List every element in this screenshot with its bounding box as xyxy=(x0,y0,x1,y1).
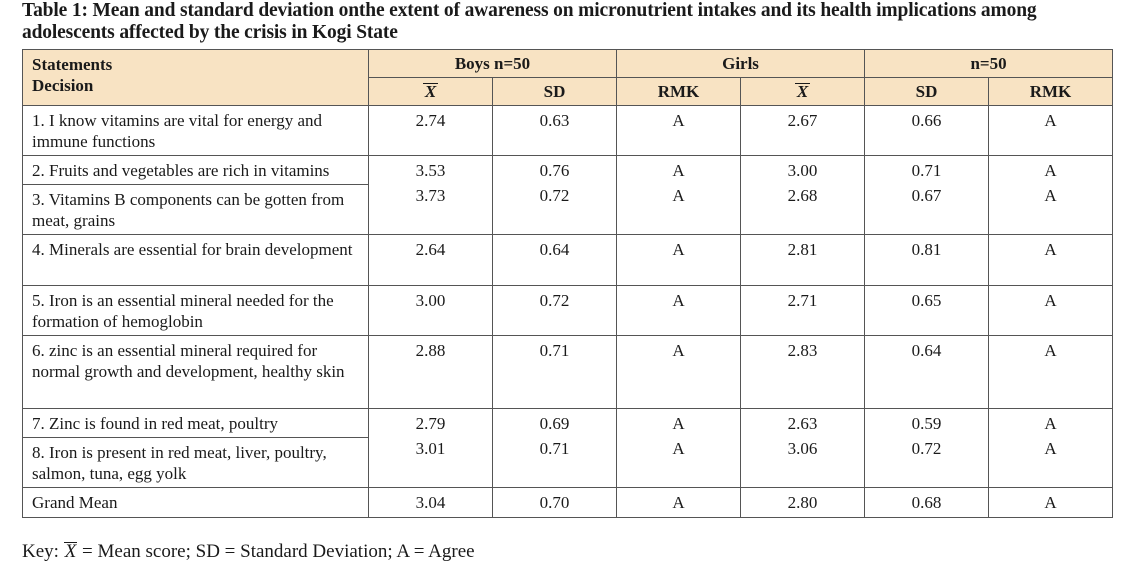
girls-rmk-cell: A xyxy=(988,487,1114,518)
col-header-girls-rmk: RMK xyxy=(988,77,1114,106)
decision-header-label: Decision xyxy=(32,76,94,95)
girls-rmk-cell: A xyxy=(988,437,1114,488)
boys-rmk-cell: A xyxy=(616,487,742,518)
boys-mean-cell: 2.64 xyxy=(368,234,493,286)
grand-mean-row: Grand Mean 3.04 0.70 A 2.80 0.68 A xyxy=(22,487,1114,518)
boys-sd-cell: 0.72 xyxy=(491,285,618,336)
statement-cell: 4. Minerals are essential for brain deve… xyxy=(22,234,369,286)
statement-cell: 7. Zinc is found in red meat, poultry xyxy=(22,408,369,438)
col-header-boys-mean: X xyxy=(368,77,493,106)
statement-cell: Grand Mean xyxy=(22,487,369,518)
girls-sd-cell: 0.72 xyxy=(864,437,990,488)
boys-mean-cell: 3.04 xyxy=(368,487,493,518)
girls-mean-cell: 2.71 xyxy=(740,285,866,336)
boys-sd-cell: 0.76 xyxy=(491,155,618,185)
boys-rmk-cell: A xyxy=(616,155,742,185)
table-row: 7. Zinc is found in red meat, poultry 2.… xyxy=(22,408,1114,438)
boys-sd-cell: 0.64 xyxy=(491,234,618,286)
girls-sd-cell: 0.59 xyxy=(864,408,990,438)
statement-cell: 1. I know vitamins are vital for energy … xyxy=(22,105,369,156)
boys-sd-cell: 0.63 xyxy=(491,105,618,156)
boys-rmk-cell: A xyxy=(616,234,742,286)
girls-rmk-cell: A xyxy=(988,285,1114,336)
girls-rmk-cell: A xyxy=(988,155,1114,185)
girls-mean-cell: 2.80 xyxy=(740,487,866,518)
statement-cell: 2. Fruits and vegetables are rich in vit… xyxy=(22,155,369,185)
boys-rmk-cell: A xyxy=(616,335,742,409)
girls-mean-cell: 2.81 xyxy=(740,234,866,286)
header-row-columns: X SD RMK X SD RMK xyxy=(23,77,1114,106)
girls-mean-cell: 3.00 xyxy=(740,155,866,185)
col-header-boys-rmk: RMK xyxy=(616,77,742,106)
mean-symbol: X xyxy=(63,541,78,562)
statements-header-label: Statements xyxy=(32,55,113,74)
statement-cell: 6. zinc is an essential mineral required… xyxy=(22,335,369,409)
col-header-girls-mean: X xyxy=(740,77,866,106)
boys-rmk-cell: A xyxy=(616,285,742,336)
boys-mean-cell: 3.01 xyxy=(368,437,493,488)
girls-rmk-cell: A xyxy=(988,234,1114,286)
statement-cell: 8. Iron is present in red meat, liver, p… xyxy=(22,437,369,488)
girls-rmk-cell: A xyxy=(988,184,1114,235)
girls-mean-cell: 2.67 xyxy=(740,105,866,156)
boys-mean-cell: 3.53 xyxy=(368,155,493,185)
col-header-boys-sd: SD xyxy=(491,77,618,106)
table-row: 8. Iron is present in red meat, liver, p… xyxy=(22,437,1114,488)
boys-rmk-cell: A xyxy=(616,437,742,488)
boys-mean-cell: 2.74 xyxy=(368,105,493,156)
boys-sd-cell: 0.71 xyxy=(491,335,618,409)
table-row: 1. I know vitamins are vital for energy … xyxy=(22,105,1114,156)
girls-mean-cell: 3.06 xyxy=(740,437,866,488)
boys-mean-cell: 2.79 xyxy=(368,408,493,438)
table-row: 2. Fruits and vegetables are rich in vit… xyxy=(22,155,1114,185)
girls-rmk-cell: A xyxy=(988,335,1114,409)
n-group-header: n=50 xyxy=(864,49,1114,78)
girls-sd-cell: 0.81 xyxy=(864,234,990,286)
header-row-groups: Statements Decision Boys n=50 Girls n=50 xyxy=(22,49,1114,106)
key-prefix: Key: xyxy=(22,541,64,562)
boys-sd-cell: 0.71 xyxy=(491,437,618,488)
statements-header: Statements Decision xyxy=(22,49,369,106)
boys-sd-cell: 0.69 xyxy=(491,408,618,438)
boys-rmk-cell: A xyxy=(616,408,742,438)
boys-group-header: Boys n=50 xyxy=(367,49,618,78)
table-row: 4. Minerals are essential for brain deve… xyxy=(22,234,1114,286)
table-caption: Table 1: Mean and standard deviation ont… xyxy=(22,0,1037,43)
boys-rmk-cell: A xyxy=(616,105,742,156)
table-row: 3. Vitamins B components can be gotten f… xyxy=(22,184,1114,235)
girls-mean-cell: 2.63 xyxy=(740,408,866,438)
statement-cell: 3. Vitamins B components can be gotten f… xyxy=(22,184,369,235)
girls-group-header: Girls xyxy=(616,49,866,78)
girls-sd-cell: 0.71 xyxy=(864,155,990,185)
girls-sd-cell: 0.68 xyxy=(864,487,990,518)
boys-mean-cell: 3.73 xyxy=(368,184,493,235)
table-row: 6. zinc is an essential mineral required… xyxy=(22,335,1114,409)
key-text: = Mean score; SD = Standard Deviation; A… xyxy=(77,541,475,562)
table-key: Key: X = Mean score; SD = Standard Devia… xyxy=(22,540,475,564)
boys-sd-cell: 0.70 xyxy=(491,487,618,518)
girls-sd-cell: 0.64 xyxy=(864,335,990,409)
girls-sd-cell: 0.66 xyxy=(864,105,990,156)
girls-sd-cell: 0.65 xyxy=(864,285,990,336)
boys-mean-cell: 3.00 xyxy=(368,285,493,336)
boys-sd-cell: 0.72 xyxy=(491,184,618,235)
girls-mean-cell: 2.83 xyxy=(740,335,866,409)
girls-mean-cell: 2.68 xyxy=(740,184,866,235)
awareness-table: Statements Decision Boys n=50 Girls n=50… xyxy=(22,49,1114,518)
girls-sd-cell: 0.67 xyxy=(864,184,990,235)
table-row: 5. Iron is an essential mineral needed f… xyxy=(22,285,1114,336)
boys-rmk-cell: A xyxy=(616,184,742,235)
girls-rmk-cell: A xyxy=(988,408,1114,438)
col-header-girls-sd: SD xyxy=(864,77,990,106)
girls-rmk-cell: A xyxy=(988,105,1114,156)
boys-mean-cell: 2.88 xyxy=(368,335,493,409)
statement-cell: 5. Iron is an essential mineral needed f… xyxy=(22,285,369,336)
